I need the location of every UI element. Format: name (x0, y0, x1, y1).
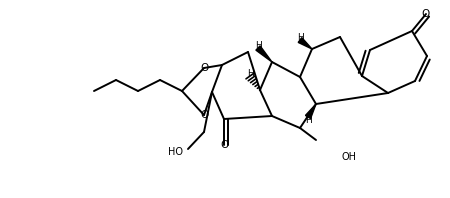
Text: H: H (247, 69, 253, 77)
Text: OH: OH (342, 152, 357, 162)
Polygon shape (306, 104, 316, 119)
Text: O: O (220, 140, 228, 150)
Text: O: O (200, 110, 208, 120)
Text: O: O (200, 63, 208, 73)
Text: H: H (297, 32, 303, 42)
Text: H: H (255, 41, 261, 50)
Polygon shape (298, 38, 312, 49)
Text: HO: HO (167, 147, 183, 157)
Polygon shape (256, 46, 272, 62)
Text: O: O (422, 9, 430, 19)
Text: H: H (305, 115, 311, 125)
